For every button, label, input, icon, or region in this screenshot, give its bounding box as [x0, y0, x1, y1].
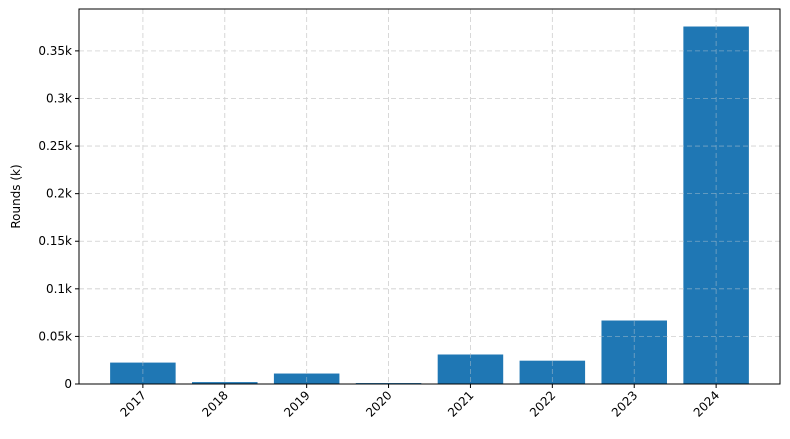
x-tick-label: 2024 [691, 388, 722, 419]
y-tick-label: 0.15k [38, 234, 72, 248]
y-tick-label: 0.1k [46, 282, 72, 296]
y-tick-label: 0.3k [46, 91, 72, 105]
x-tick-label: 2017 [117, 388, 148, 419]
x-tick-label: 2022 [527, 388, 558, 419]
y-axis-label: Rounds (k) [9, 164, 23, 228]
y-tick-label: 0.25k [38, 139, 72, 153]
y-tick-label: 0.2k [46, 187, 72, 201]
y-tick-label: 0.35k [38, 44, 72, 58]
x-tick-label: 2023 [609, 388, 640, 419]
y-tick-label: 0.05k [38, 329, 72, 343]
plot-frame [78, 8, 781, 385]
x-tick-label: 2018 [199, 388, 230, 419]
x-tick-label: 2021 [445, 388, 476, 419]
y-tick-label: 0 [64, 377, 72, 391]
x-tick-label: 2020 [363, 388, 394, 419]
x-tick-label: 2019 [281, 388, 312, 419]
bar-2018 [192, 382, 258, 384]
